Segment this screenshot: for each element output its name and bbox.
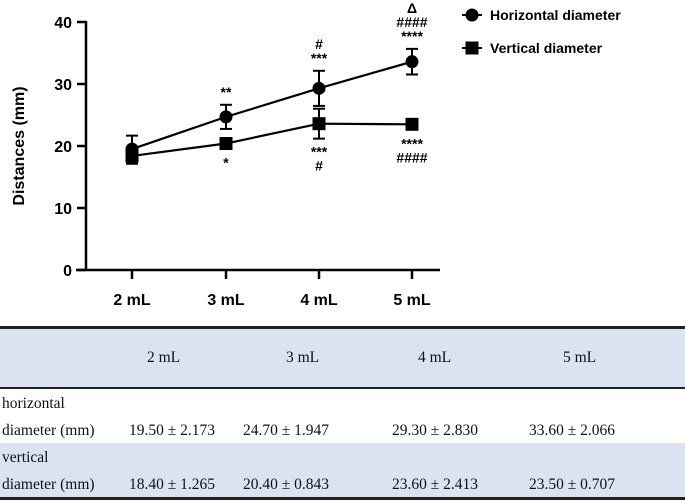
data-point [219,110,233,124]
y-tick-label: 20 [54,139,72,156]
significance-label: ** [221,84,232,100]
table-cell: 20.40 ± 0.843 [243,476,330,493]
series-line-1 [131,122,413,158]
significance-label: Δ [407,0,417,16]
table-cell: 24.70 ± 1.947 [243,422,330,439]
x-tick-label: 2 mL [113,292,151,309]
significance-label: * [223,155,229,171]
legend-marker [465,8,479,22]
data-point [405,117,419,131]
table-row-horizontal: horizontal diameter (mm) 19.50 ± 2.173 2… [0,389,685,443]
data-point [405,55,419,69]
y-tick-label: 30 [54,77,72,94]
table-cell: 23.50 ± 0.707 [529,476,616,493]
y-tick-label: 40 [54,15,72,32]
table-cell: 23.60 ± 2.413 [392,476,479,493]
y-axis-label: Distances (mm) [11,86,28,205]
row-label: horizontal [2,395,65,412]
legend-label: Vertical diameter [490,40,603,56]
table-header: 2 mL 3 mL 4 mL 5 mL [0,326,685,389]
y-tick-label: 0 [63,263,72,280]
data-point [219,137,233,151]
data-table: 2 mL 3 mL 4 mL 5 mL horizontal diameter … [0,326,685,500]
significance-label: *** [311,50,328,66]
significance-label: #### [396,149,427,165]
x-tick-label: 4 mL [300,292,338,309]
significance-label: #### [396,14,427,30]
row-label: diameter (mm) [2,422,95,439]
data-point [312,117,326,131]
table-cell: 18.40 ± 1.265 [129,476,216,493]
header-3ml: 3 mL [286,349,320,366]
significance-label: **** [401,28,423,44]
series-line-0 [131,60,413,151]
legend-marker [465,41,479,55]
significance-label: # [315,36,323,52]
row-label: diameter (mm) [2,476,95,493]
significance-label: # [315,158,323,174]
y-tick-label: 10 [54,201,72,218]
table-row-vertical: vertical diameter (mm) 18.40 ± 1.265 20.… [0,443,685,500]
header-5ml: 5 mL [563,349,597,366]
data-point [312,81,326,95]
header-4ml: 4 mL [418,349,452,366]
x-tick-label: 5 mL [393,292,431,309]
data-point [125,149,139,163]
header-2ml: 2 mL [147,349,181,366]
x-tick-label: 3 mL [207,292,245,309]
table-cell: 19.50 ± 2.173 [129,422,216,439]
table-cell: 29.30 ± 2.830 [392,422,479,439]
legend-label: Horizontal diameter [490,7,621,23]
table-cell: 33.60 ± 2.066 [529,422,616,439]
row-label: vertical [2,449,49,466]
significance-label: *** [311,144,328,160]
line-chart: 0 10 20 30 40 2 mL 3 mL 4 mL 5 mL Distances (mm) *… [11,0,621,309]
significance-label: **** [401,135,423,151]
